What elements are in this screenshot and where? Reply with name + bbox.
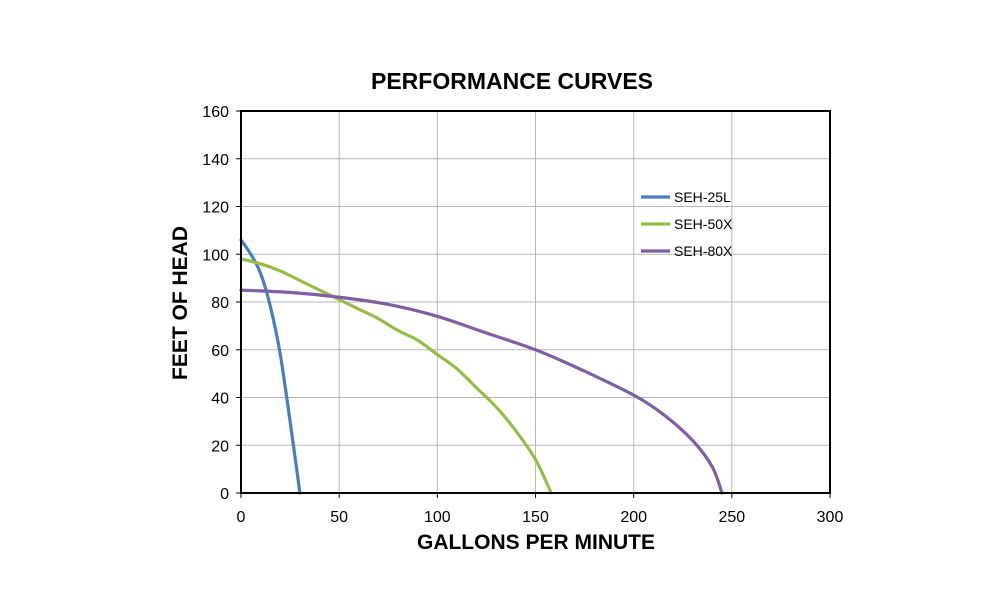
x-tick-label: 150 [522, 509, 549, 526]
legend: SEH-25L SEH-50X SEH-80X [641, 189, 733, 259]
y-tick-label: 80 [211, 295, 229, 312]
y-tick-label: 20 [211, 438, 229, 455]
legend-label-seh-50x: SEH-50X [674, 216, 733, 232]
y-tick-label: 0 [220, 486, 229, 503]
y-tick-label: 120 [202, 200, 229, 217]
y-tick-label: 140 [202, 152, 229, 169]
series-line-seh-25l [239, 238, 302, 495]
x-tick-label: 300 [817, 509, 844, 526]
x-axis-ticks: 0 50 100 150 200 250 300 [237, 493, 844, 526]
y-axis-label: FEET OF HEAD [169, 226, 192, 380]
x-axis-label: GALLONS PER MINUTE [417, 531, 655, 554]
x-tick-label: 250 [718, 509, 745, 526]
x-tick-label: 50 [330, 509, 348, 526]
series-line-seh-50x [239, 257, 553, 495]
y-tick-label: 40 [211, 391, 229, 408]
y-tick-label: 160 [202, 104, 229, 121]
legend-label-seh-80x: SEH-80X [674, 243, 733, 259]
x-tick-label: 100 [424, 509, 451, 526]
series-lines [239, 238, 724, 495]
y-tick-label: 100 [202, 247, 229, 264]
chart-title: PERFORMANCE CURVES [371, 68, 653, 94]
x-tick-label: 200 [620, 509, 647, 526]
grid-lines [241, 111, 830, 493]
series-line-seh-80x [239, 288, 724, 495]
x-tick-label: 0 [237, 509, 246, 526]
y-axis-ticks: 0 20 40 60 80 100 120 140 160 [202, 104, 241, 503]
y-tick-label: 60 [211, 343, 229, 360]
legend-label-seh-25l: SEH-25L [674, 189, 731, 205]
